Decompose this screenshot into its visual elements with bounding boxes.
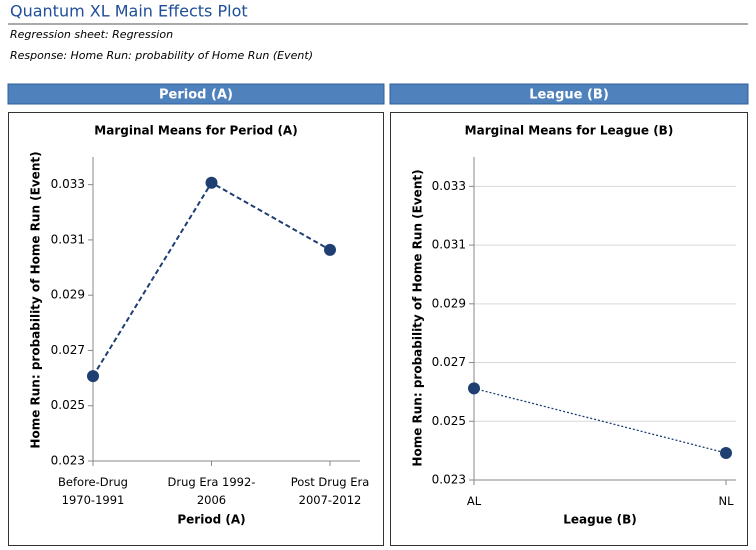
chart-frame [390, 112, 748, 546]
y-tick-label: 0.027 [51, 343, 85, 357]
panel-header-text: League (B) [529, 88, 609, 103]
x-axis-label: Period (A) [177, 513, 245, 527]
y-tick-label: 0.031 [51, 232, 85, 246]
y-tick-label: 0.029 [51, 288, 85, 302]
data-line [92, 181, 331, 377]
data-point [468, 382, 480, 395]
y-tick-label: 0.025 [51, 398, 85, 412]
panel-header [7, 83, 385, 105]
y-axis-label: Home Run: probability of Home Run (Event… [29, 151, 43, 448]
page-title: Quantum XL Main Effects Plot [10, 2, 248, 21]
x-tick-label-box: Post Drug Era 2007-2012 [290, 475, 370, 507]
sheet-label: Regression sheet: Regression [10, 28, 173, 41]
x-tick-label-box: Drug Era 1992-2006 [167, 475, 256, 507]
y-tick-label: 0.031 [432, 238, 466, 252]
x-tick-label-box: AL [466, 494, 482, 508]
chart-frame [8, 112, 384, 546]
data-line [473, 387, 727, 454]
data-point [87, 370, 99, 383]
y-tick-label: 0.023 [51, 454, 85, 468]
data-point [205, 176, 218, 189]
y-tick-label: 0.033 [51, 177, 85, 191]
data-point [324, 243, 336, 256]
response-label: Response: Home Run: probability of Home … [10, 49, 313, 62]
y-axis-label: Home Run: probability of Home Run (Event… [411, 169, 425, 466]
chart-title: Marginal Means for League (B) [465, 124, 674, 138]
chart-title: Marginal Means for Period (A) [94, 124, 297, 138]
y-tick-label: 0.025 [432, 414, 466, 428]
x-tick-label: Drug Era 1992-2006 [167, 475, 256, 507]
panel-header-text: Period (A) [159, 88, 233, 103]
y-tick-label: 0.027 [432, 355, 466, 369]
x-tick-label: Post Drug Era 2007-2012 [290, 475, 370, 507]
x-tick-label: NL [718, 494, 734, 508]
x-tick-label: AL [466, 494, 482, 508]
data-point [720, 446, 732, 459]
x-tick-label-box: Before-Drug 1970-1991 [58, 475, 128, 507]
x-tick-label: Before-Drug 1970-1991 [58, 475, 128, 507]
y-tick-label: 0.023 [432, 473, 466, 487]
x-axis-label: League (B) [563, 513, 636, 527]
x-tick-label-box: NL [718, 494, 734, 508]
y-tick-label: 0.033 [432, 179, 466, 193]
y-tick-label: 0.029 [432, 296, 466, 310]
panel-header [389, 83, 749, 105]
